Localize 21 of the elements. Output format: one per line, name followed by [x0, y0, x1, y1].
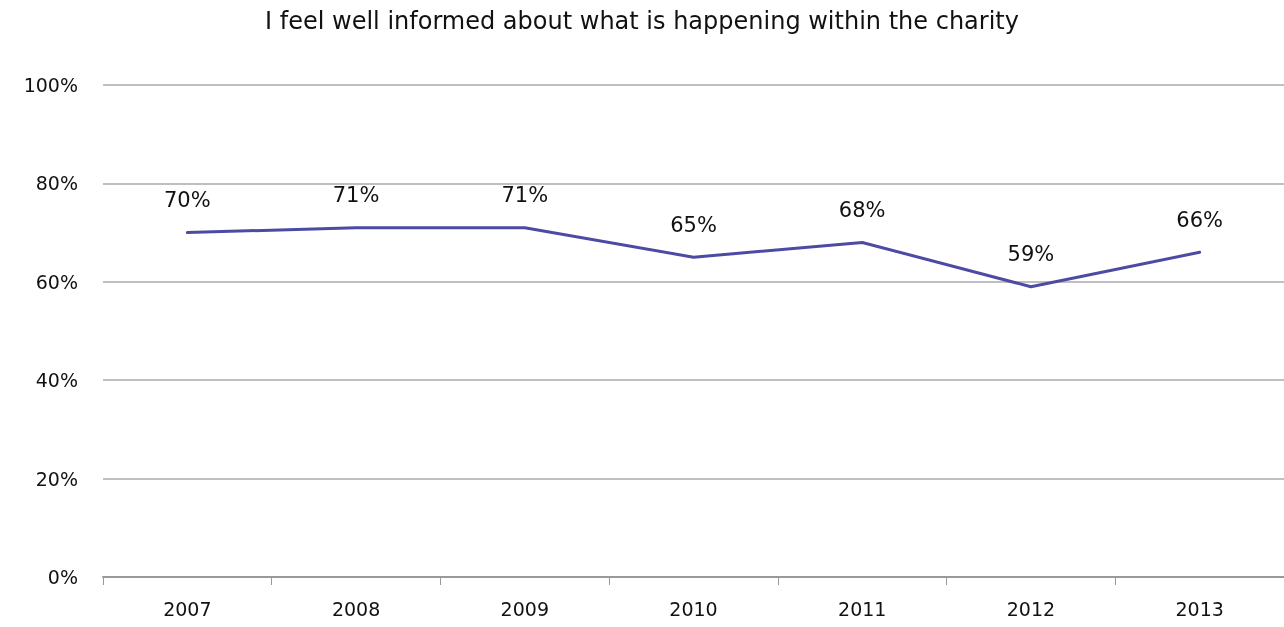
- data-label: 71%: [501, 183, 549, 208]
- chart-title: I feel well informed about what is happening within the charity: [265, 7, 1019, 35]
- y-tick-label: 20%: [35, 467, 78, 490]
- x-tick-label: 2013: [1175, 597, 1224, 620]
- y-tick-label: 0%: [47, 566, 78, 588]
- y-tick-label: 80%: [35, 172, 78, 195]
- y-tick-label: 60%: [35, 270, 78, 293]
- data-label: 68%: [838, 197, 886, 222]
- data-label: 59%: [1007, 242, 1055, 267]
- x-tick-label: 2009: [500, 597, 549, 620]
- y-tick-label: 100%: [23, 74, 78, 96]
- x-tick-label: 2008: [331, 597, 381, 620]
- data-label: 66%: [1176, 207, 1223, 232]
- y-tick-label: 40%: [35, 369, 78, 392]
- x-tick-label: 2010: [669, 597, 718, 620]
- data-label: 71%: [332, 183, 380, 208]
- x-tick-label: 2012: [1006, 597, 1056, 620]
- x-tick-label: 2011: [838, 597, 887, 620]
- data-label: 70%: [164, 188, 211, 213]
- data-label: 65%: [670, 212, 717, 237]
- x-tick-label: 2007: [163, 597, 212, 620]
